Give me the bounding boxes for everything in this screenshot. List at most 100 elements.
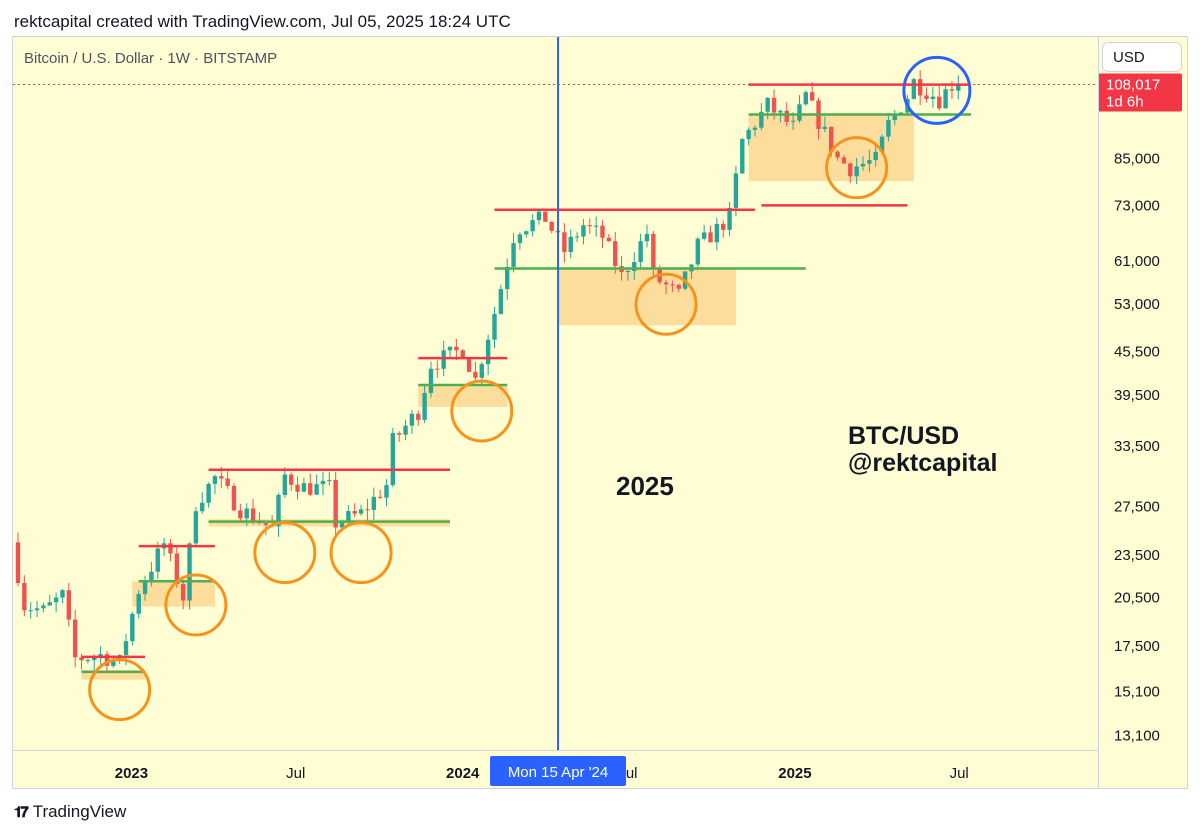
candle bbox=[822, 116, 828, 133]
candle-body bbox=[867, 160, 872, 164]
candle-body bbox=[848, 163, 853, 177]
candle bbox=[250, 499, 256, 525]
candle bbox=[352, 503, 357, 518]
candle bbox=[892, 109, 897, 126]
candle-body bbox=[276, 494, 281, 527]
candle bbox=[670, 280, 675, 293]
candle-body bbox=[384, 485, 389, 498]
candle bbox=[397, 431, 402, 442]
candle bbox=[613, 231, 618, 274]
candle bbox=[644, 224, 650, 248]
candle-body bbox=[263, 523, 268, 526]
candle-body bbox=[428, 368, 434, 393]
tradingview-logo-icon: 𝟏𝟕 bbox=[14, 803, 29, 821]
candle-body bbox=[606, 237, 612, 242]
candle-body bbox=[295, 484, 300, 492]
y-tick-label: 53,000 bbox=[1114, 296, 1160, 313]
retest-circle-1 bbox=[88, 658, 152, 722]
candle bbox=[917, 70, 923, 105]
x-tick-label: 2024 bbox=[446, 765, 480, 782]
candle bbox=[180, 579, 186, 610]
candle bbox=[752, 125, 758, 137]
chart-attribution: rektcapital created with TradingView.com… bbox=[14, 12, 511, 31]
crosshair-date-label: Mon 15 Apr '24 bbox=[508, 764, 608, 781]
candle-body bbox=[53, 597, 59, 603]
candle-body bbox=[66, 590, 72, 620]
candle bbox=[606, 233, 612, 243]
candle-body bbox=[79, 657, 84, 661]
y-tick-label: 45,500 bbox=[1114, 343, 1160, 360]
candle bbox=[778, 109, 783, 123]
candle bbox=[41, 602, 46, 613]
time-scale[interactable] bbox=[12, 750, 1098, 789]
candle-body bbox=[568, 236, 573, 253]
candle bbox=[301, 477, 307, 493]
candle-body bbox=[250, 508, 256, 522]
candle bbox=[663, 279, 669, 295]
candle-body bbox=[473, 371, 478, 378]
candle bbox=[911, 77, 917, 100]
candle-body bbox=[47, 602, 52, 606]
support-zone-1 bbox=[81, 669, 146, 680]
price-scale[interactable] bbox=[1098, 36, 1188, 789]
candle-body bbox=[346, 511, 351, 523]
candle bbox=[517, 232, 523, 250]
candle bbox=[867, 149, 872, 173]
candle-body bbox=[492, 313, 497, 340]
candle bbox=[371, 487, 376, 520]
candle bbox=[568, 229, 573, 259]
candle bbox=[403, 419, 408, 441]
candle bbox=[803, 90, 809, 106]
candle-body bbox=[663, 282, 669, 285]
candle-body bbox=[441, 350, 446, 369]
candle bbox=[85, 658, 91, 664]
candle-body bbox=[917, 79, 923, 96]
candle-body bbox=[727, 207, 732, 230]
candle bbox=[447, 346, 453, 359]
candle bbox=[930, 86, 936, 108]
candle-body bbox=[92, 657, 97, 661]
candle-body bbox=[543, 211, 548, 222]
candle bbox=[416, 410, 421, 426]
current-price-badge bbox=[1098, 73, 1182, 112]
candle-body bbox=[200, 502, 205, 512]
candle bbox=[136, 590, 141, 619]
candle bbox=[47, 594, 52, 606]
candle bbox=[943, 84, 948, 109]
x-tick-label: 2023 bbox=[115, 765, 148, 782]
candle-body bbox=[22, 583, 27, 611]
candle-body bbox=[41, 605, 46, 609]
candle-body bbox=[149, 571, 154, 582]
currency-selector[interactable]: USD bbox=[1102, 42, 1182, 72]
y-tick-label: 17,500 bbox=[1114, 638, 1160, 655]
candle-body bbox=[835, 151, 840, 158]
candle bbox=[625, 268, 631, 281]
candle-body bbox=[752, 127, 758, 130]
crosshair-date-badge bbox=[490, 756, 627, 786]
candle-body bbox=[930, 96, 936, 100]
candle-body bbox=[676, 284, 681, 289]
candle-body bbox=[854, 166, 859, 177]
tradingview-logo[interactable]: 𝟏𝟕 TradingView bbox=[14, 802, 126, 822]
candle-body bbox=[219, 476, 224, 479]
candle-body bbox=[282, 474, 288, 495]
retest-circle-4 bbox=[329, 521, 393, 585]
candle bbox=[466, 357, 472, 372]
candle-body bbox=[740, 139, 745, 174]
candle bbox=[225, 470, 230, 489]
candle-body bbox=[562, 232, 567, 253]
candle bbox=[505, 258, 510, 300]
candle bbox=[130, 612, 135, 646]
candle-body bbox=[873, 151, 878, 161]
candle-body bbox=[136, 593, 141, 614]
candle bbox=[714, 217, 720, 251]
candle-body bbox=[524, 231, 529, 235]
candle-body bbox=[638, 241, 643, 263]
candle-body bbox=[447, 346, 453, 351]
candle-body bbox=[587, 225, 592, 227]
candle-body bbox=[130, 613, 135, 642]
y-tick-label: 20,500 bbox=[1114, 589, 1160, 606]
candle-body bbox=[193, 511, 199, 544]
chart-pane[interactable] bbox=[12, 36, 1188, 789]
